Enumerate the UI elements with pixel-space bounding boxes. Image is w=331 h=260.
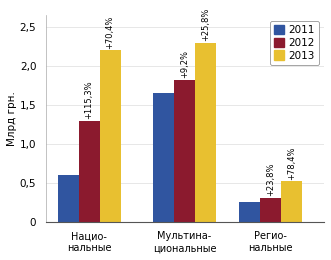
Text: +78,4%: +78,4% [287, 146, 296, 180]
Bar [153, 93, 174, 222]
Bar [78, 120, 100, 222]
Bar [100, 50, 120, 222]
Bar [260, 198, 281, 222]
Text: +25,8%: +25,8% [201, 8, 210, 41]
Y-axis label: Млрд грн.: Млрд грн. [7, 91, 17, 146]
Bar [195, 43, 216, 222]
Text: +115,3%: +115,3% [84, 80, 94, 119]
Bar [281, 181, 302, 222]
Text: +70,4%: +70,4% [106, 16, 115, 49]
Text: +23,8%: +23,8% [266, 162, 275, 196]
Bar [58, 175, 78, 222]
Text: +9,2%: +9,2% [180, 50, 189, 79]
Bar [174, 80, 195, 222]
Bar [239, 202, 260, 222]
Legend: 2011, 2012, 2013: 2011, 2012, 2013 [269, 21, 319, 65]
